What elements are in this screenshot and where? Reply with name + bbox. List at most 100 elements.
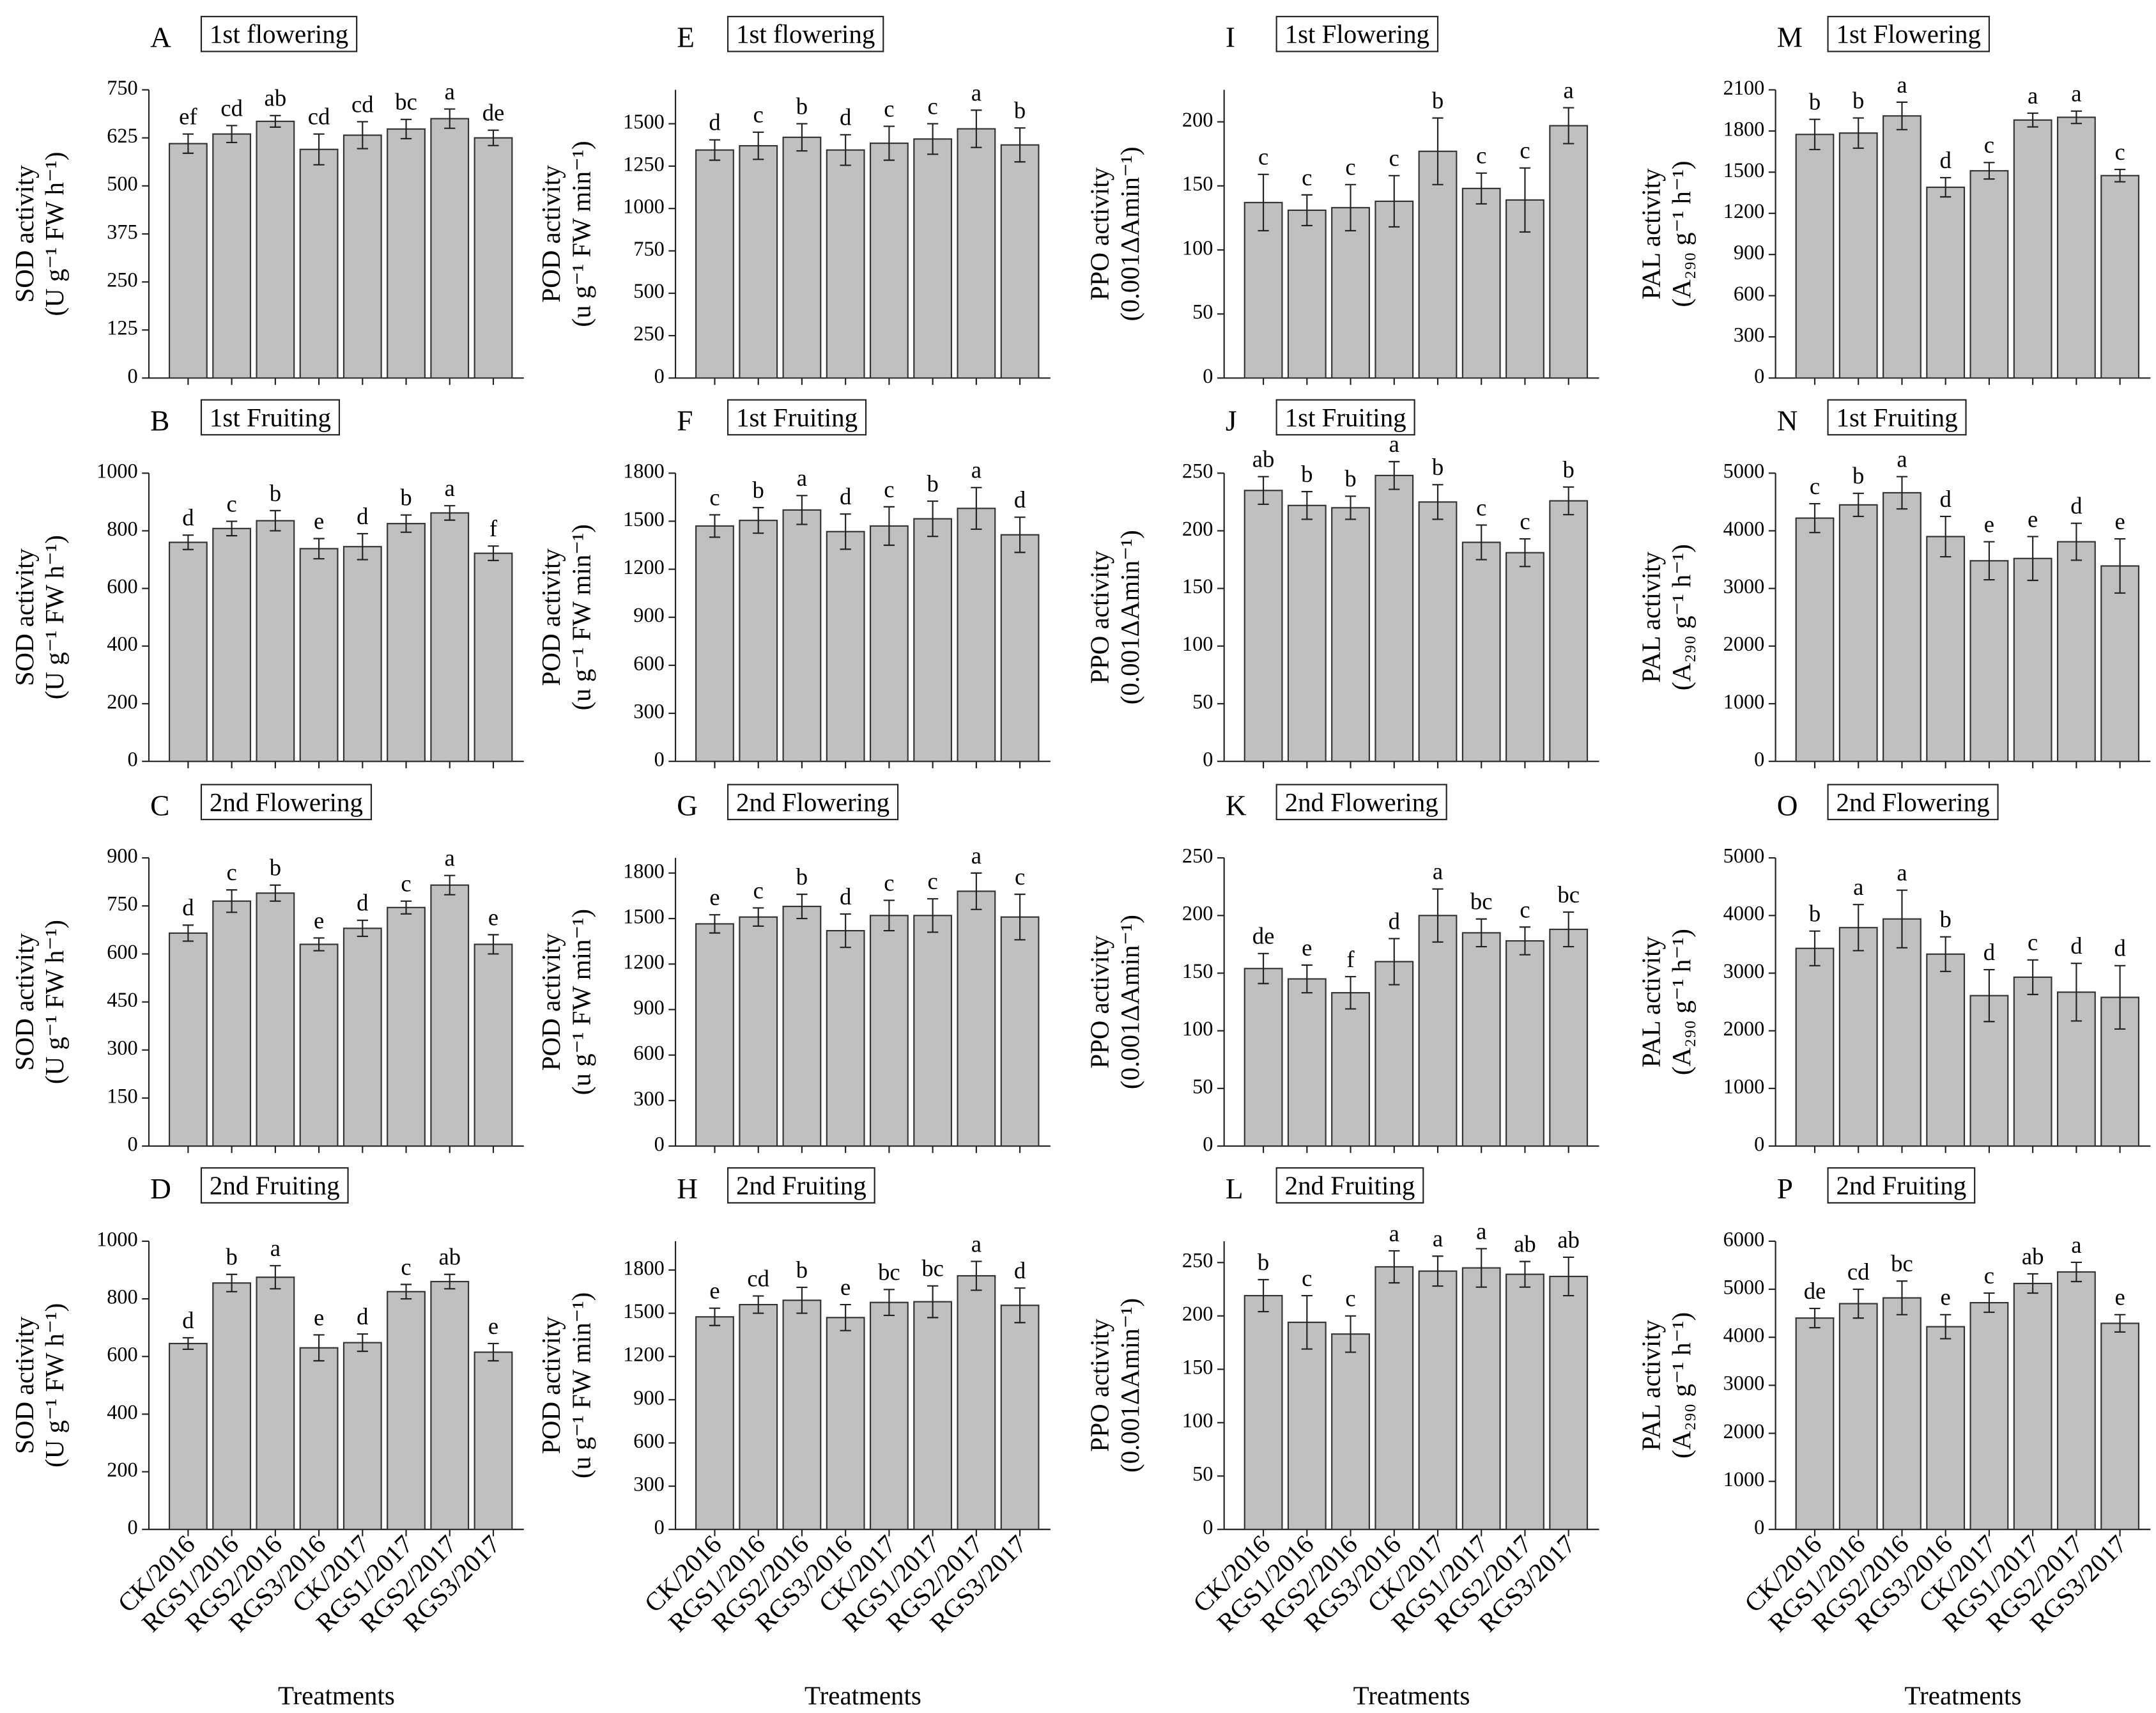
significance-letter: a xyxy=(1433,858,1443,885)
y-tick-label: 0 xyxy=(128,1515,138,1539)
significance-letter: c xyxy=(1015,864,1025,890)
significance-letter: f xyxy=(1346,946,1355,972)
panel-letter: L xyxy=(1226,1173,1244,1205)
bar xyxy=(1461,1267,1501,1530)
significance-letter: bc xyxy=(1891,1250,1913,1276)
y-tick-label: 3000 xyxy=(1723,575,1765,598)
bar xyxy=(1244,201,1283,379)
y-axis-label: SOD activity xyxy=(10,548,39,686)
bar xyxy=(826,929,865,1147)
significance-letter: c xyxy=(226,859,236,885)
y-axis-label: PPO activity xyxy=(1084,935,1114,1069)
significance-letter: c xyxy=(927,93,937,119)
bar xyxy=(2100,174,2140,379)
y-tick-label: 1200 xyxy=(623,555,665,578)
panel-letter: M xyxy=(1777,22,1803,54)
y-tick-label: 0 xyxy=(1754,364,1764,387)
y-tick-label: 625 xyxy=(107,124,138,147)
y-tick-label: 6000 xyxy=(1723,1227,1765,1250)
significance-letter: f xyxy=(489,515,498,541)
y-tick-label: 600 xyxy=(107,940,138,963)
significance-letter: ab xyxy=(1557,1227,1580,1253)
significance-letter: de xyxy=(1804,1278,1826,1304)
significance-letter: c xyxy=(1258,144,1268,170)
bar xyxy=(2100,565,2140,763)
bar xyxy=(1883,918,1921,1147)
significance-letter: a xyxy=(270,1235,281,1261)
significance-letter: c xyxy=(709,484,720,510)
significance-letter: cd xyxy=(747,1265,769,1291)
significance-letter: b xyxy=(1852,463,1864,489)
panel-title: 2nd Fruiting xyxy=(1285,1171,1415,1200)
y-tick-label: 1250 xyxy=(623,152,665,175)
panel-letter: H xyxy=(677,1173,698,1205)
y-axis-label: PAL activity xyxy=(1636,552,1665,683)
bar xyxy=(256,1276,295,1530)
bar xyxy=(1244,968,1283,1147)
significance-letter: c xyxy=(753,102,764,128)
y-tick-label: 600 xyxy=(633,1041,665,1064)
bar xyxy=(343,927,382,1147)
y-tick-label: 300 xyxy=(1734,323,1765,346)
bar xyxy=(430,1280,470,1530)
significance-letter: c xyxy=(1302,1265,1312,1291)
bar xyxy=(2056,1271,2096,1530)
y-axis-unit: (U g⁻¹ FW h⁻¹) xyxy=(40,1303,69,1468)
y-axis-label: POD activity xyxy=(536,1316,566,1454)
bar xyxy=(1838,132,1878,379)
y-axis-label: SOD activity xyxy=(10,933,39,1071)
bar xyxy=(299,1347,339,1530)
y-tick-label: 1000 xyxy=(1723,1468,1765,1491)
y-tick-label: 1800 xyxy=(623,859,665,882)
bar xyxy=(299,148,339,379)
significance-letter: d xyxy=(2070,493,2082,519)
y-tick-label: 600 xyxy=(107,1343,138,1366)
y-tick-label: 600 xyxy=(633,651,665,674)
bar xyxy=(1418,915,1458,1147)
y-tick-label: 50 xyxy=(1192,1462,1213,1485)
y-tick-label: 300 xyxy=(633,1473,665,1496)
y-tick-label: 1200 xyxy=(1723,199,1765,222)
bar xyxy=(1926,953,1966,1147)
title-box xyxy=(200,1167,349,1204)
bar xyxy=(1505,1273,1544,1530)
significance-letter: c xyxy=(1302,164,1312,190)
significance-letter: e xyxy=(709,884,720,910)
bar xyxy=(1244,490,1283,763)
x-axis-label: Treatments xyxy=(1353,1681,1470,1710)
significance-letter: a xyxy=(1389,431,1399,457)
bar xyxy=(913,518,953,763)
y-tick-label: 1500 xyxy=(623,110,665,133)
bar xyxy=(2013,976,2052,1147)
bar xyxy=(1926,536,1966,763)
bar xyxy=(913,1301,953,1530)
significance-letter: a xyxy=(1389,1220,1399,1246)
significance-letter: c xyxy=(401,871,411,897)
significance-letter: a xyxy=(971,842,982,869)
bar xyxy=(695,923,734,1147)
significance-letter: e xyxy=(2114,508,2125,534)
significance-letter: a xyxy=(971,457,982,483)
significance-letter: a xyxy=(1897,72,1907,98)
y-tick-label: 750 xyxy=(107,892,138,915)
bar xyxy=(343,134,382,379)
significance-letter: c xyxy=(1810,473,1820,499)
bar xyxy=(1969,560,2009,763)
bar xyxy=(1461,187,1501,379)
panel-letter: D xyxy=(150,1173,171,1205)
bar xyxy=(212,527,252,763)
significance-letter: b xyxy=(1432,88,1444,114)
bar xyxy=(782,906,822,1147)
bar xyxy=(2056,116,2096,379)
panel-letter: I xyxy=(1226,22,1235,54)
y-tick-label: 250 xyxy=(1182,460,1213,483)
bar xyxy=(1461,932,1501,1147)
significance-letter: a xyxy=(445,475,455,501)
bar xyxy=(869,1301,909,1530)
y-axis-unit: (U g⁻¹ FW h⁻¹) xyxy=(40,920,69,1084)
significance-letter: b xyxy=(1344,465,1356,492)
significance-letter: c xyxy=(401,1253,411,1280)
y-tick-label: 1800 xyxy=(623,1256,665,1279)
y-axis-unit: (0.001ΔAmin⁻¹) xyxy=(1115,1298,1144,1473)
bar xyxy=(1926,186,1966,379)
